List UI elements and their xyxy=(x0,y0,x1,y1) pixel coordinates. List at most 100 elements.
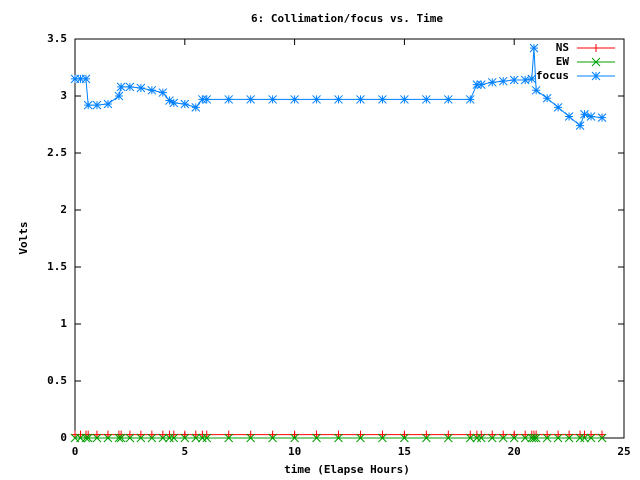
point-marker xyxy=(378,433,387,443)
point-marker xyxy=(400,433,409,443)
point-marker xyxy=(477,430,486,439)
point-marker xyxy=(422,433,431,443)
point-marker xyxy=(499,430,508,439)
point-marker xyxy=(158,88,168,97)
point-marker xyxy=(290,95,299,104)
point-marker xyxy=(147,433,157,443)
x-tick-label: 0 xyxy=(72,445,79,458)
y-tick-label: 1 xyxy=(60,317,67,330)
point-marker xyxy=(378,430,387,439)
point-marker xyxy=(191,103,201,112)
point-marker xyxy=(542,93,552,103)
point-marker xyxy=(487,433,497,443)
point-marker xyxy=(443,433,453,443)
point-marker xyxy=(553,103,563,112)
point-marker xyxy=(103,99,113,109)
point-marker xyxy=(81,74,91,84)
point-marker xyxy=(83,100,93,110)
point-marker xyxy=(400,95,409,104)
point-marker xyxy=(378,95,387,104)
y-tick-label: 0.5 xyxy=(47,374,67,387)
y-tick-label: 2.5 xyxy=(47,146,67,159)
point-marker xyxy=(76,74,85,84)
point-marker xyxy=(531,85,541,95)
point-marker xyxy=(554,430,563,439)
legend-label: focus xyxy=(536,69,569,82)
x-tick-label: 20 xyxy=(508,445,521,458)
point-marker xyxy=(268,433,277,443)
point-marker xyxy=(520,75,530,85)
point-marker xyxy=(158,433,168,443)
point-marker xyxy=(542,433,552,443)
point-marker xyxy=(114,91,124,101)
point-marker xyxy=(564,433,574,443)
y-tick-label: 1.5 xyxy=(47,260,67,273)
point-marker xyxy=(509,433,519,443)
point-marker xyxy=(520,433,530,443)
point-marker xyxy=(246,430,255,439)
point-marker xyxy=(147,430,156,439)
y-tick-label: 0 xyxy=(60,431,67,444)
point-marker xyxy=(125,433,135,443)
point-marker xyxy=(487,77,497,87)
point-marker xyxy=(465,95,475,104)
point-marker xyxy=(246,433,256,443)
point-marker xyxy=(84,430,93,439)
legend-marker xyxy=(592,44,600,52)
point-marker xyxy=(465,433,475,443)
point-marker xyxy=(580,109,589,119)
point-marker xyxy=(169,98,179,108)
point-marker xyxy=(202,430,211,439)
legend-marker xyxy=(591,71,601,81)
x-tick-label: 10 xyxy=(288,445,301,458)
point-marker xyxy=(92,100,102,110)
point-marker xyxy=(83,433,93,443)
point-marker xyxy=(575,433,585,443)
x-tick-label: 15 xyxy=(398,445,411,458)
series-line xyxy=(75,48,603,127)
point-marker xyxy=(586,112,596,121)
point-marker xyxy=(169,430,178,439)
point-marker xyxy=(116,433,126,443)
point-marker xyxy=(136,83,146,93)
point-marker xyxy=(476,80,486,89)
point-marker xyxy=(147,85,157,95)
legend-label: EW xyxy=(556,55,570,68)
point-marker xyxy=(334,433,343,443)
point-marker xyxy=(125,430,134,439)
point-marker xyxy=(529,433,539,443)
point-marker xyxy=(444,430,453,439)
point-marker xyxy=(422,95,431,104)
point-marker xyxy=(510,430,519,439)
point-marker xyxy=(202,95,212,104)
legend-label: NS xyxy=(556,41,569,54)
point-marker xyxy=(125,82,135,92)
point-marker xyxy=(103,433,113,443)
point-marker xyxy=(476,433,486,443)
point-marker xyxy=(334,430,343,439)
x-tick-label: 5 xyxy=(181,445,188,458)
point-marker xyxy=(117,430,126,439)
point-marker xyxy=(597,113,607,123)
point-marker xyxy=(356,433,365,443)
point-marker xyxy=(312,430,321,439)
point-marker xyxy=(180,430,189,439)
point-marker xyxy=(312,433,321,443)
point-marker xyxy=(169,433,179,443)
point-marker xyxy=(586,433,596,443)
point-marker xyxy=(334,95,343,104)
y-tick-label: 2 xyxy=(60,203,67,216)
point-marker xyxy=(224,433,234,443)
point-marker xyxy=(103,430,112,439)
point-marker xyxy=(81,433,91,443)
point-marker xyxy=(553,433,563,443)
point-marker xyxy=(290,430,299,439)
chart-title: 6: Collimation/focus vs. Time xyxy=(251,12,443,25)
point-marker xyxy=(356,430,365,439)
point-marker xyxy=(268,430,277,439)
point-marker xyxy=(114,433,124,443)
point-marker xyxy=(564,112,574,121)
point-marker xyxy=(198,95,207,104)
legend-marker xyxy=(591,57,601,67)
